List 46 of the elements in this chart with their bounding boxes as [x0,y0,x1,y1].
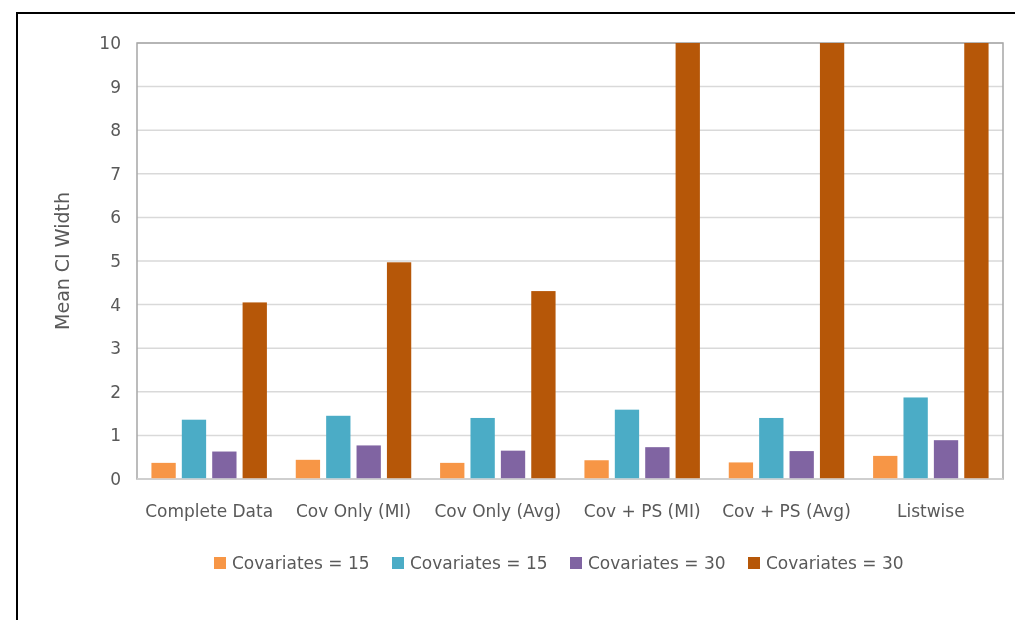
x-tick-label: Listwise [897,501,965,521]
x-tick-label: Cov + PS (Avg) [722,501,851,521]
y-tick-label: 10 [99,32,121,53]
bar [440,462,465,479]
bar [181,419,207,479]
bar [873,455,898,479]
bar [645,447,670,479]
bar [386,262,412,479]
bar [295,459,321,479]
x-tick-label: Cov Only (Avg) [434,501,562,521]
bar [933,440,959,479]
bar [819,43,845,479]
bar [964,43,989,479]
x-tick-label: Cov + PS (MI) [583,501,701,521]
legend-label: Covariates = 15 [410,552,548,573]
y-tick-label: 1 [110,425,121,446]
bar [531,291,556,479]
legend-label: Covariates = 15 [232,552,370,573]
y-tick-label: 2 [110,381,121,402]
y-tick-label: 6 [110,207,121,228]
y-tick-label: 0 [110,468,121,489]
bar [326,415,351,479]
bar [500,450,526,479]
bar [789,451,814,479]
bar [903,397,928,479]
legend-label: Covariates = 30 [766,552,904,573]
legend-label: Covariates = 30 [588,552,726,573]
bar [584,460,609,479]
bar [242,302,267,479]
bar [728,462,754,479]
y-axis-title: Mean CI Width [51,192,73,330]
y-tick-label: 3 [110,338,121,359]
x-tick-label: Cov Only (MI) [295,501,412,521]
bar [614,409,640,479]
y-tick-label: 9 [110,76,121,97]
bar [675,43,700,479]
x-tick-label: Complete Data [145,501,274,521]
y-tick-label: 5 [110,250,121,271]
y-tick-label: 7 [110,163,121,184]
bar [470,417,495,479]
y-tick-label: 4 [110,294,121,315]
bar [212,451,237,479]
bar [151,462,176,479]
bar [356,445,381,479]
bar [759,417,784,479]
y-tick-label: 8 [110,120,121,141]
